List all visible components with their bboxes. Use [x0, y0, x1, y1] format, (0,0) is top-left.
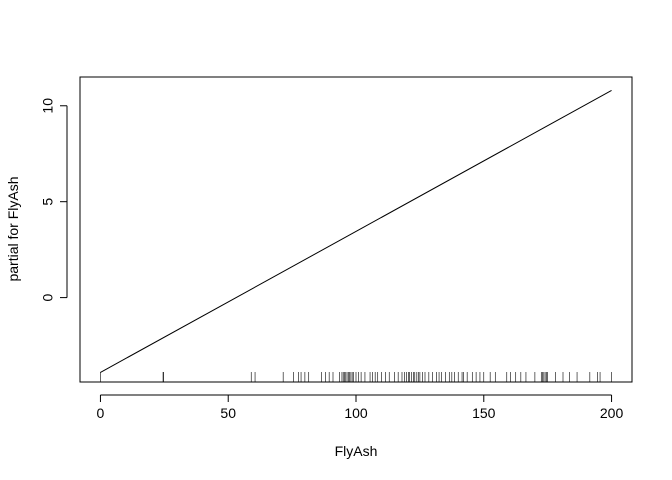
y-tick-label: 0	[40, 293, 56, 301]
x-tick-label: 50	[220, 405, 236, 421]
y-tick-label: 5	[40, 198, 56, 206]
y-tick-label: 10	[40, 98, 56, 114]
x-axis: 0 50 100 150 200	[97, 394, 624, 421]
x-tick-label: 200	[600, 405, 624, 421]
x-tick-label: 150	[472, 405, 496, 421]
x-tick-label: 0	[97, 405, 105, 421]
rug-layer	[100, 372, 612, 382]
y-axis-label: partial for FlyAsh	[5, 176, 21, 281]
partial-effect-line	[100, 89, 612, 373]
y-axis: 0 5 10	[40, 98, 68, 301]
x-axis-label: FlyAsh	[335, 443, 378, 459]
plot-box	[79, 76, 633, 383]
x-tick-label: 100	[344, 405, 368, 421]
series-layer	[100, 89, 612, 373]
